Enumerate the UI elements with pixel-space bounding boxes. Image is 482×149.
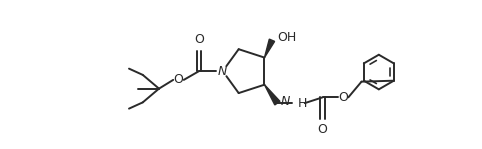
Polygon shape	[265, 85, 280, 105]
Text: O: O	[318, 123, 327, 136]
Text: N: N	[281, 95, 290, 108]
Polygon shape	[265, 39, 275, 58]
Text: OH: OH	[278, 31, 297, 44]
Text: H: H	[297, 97, 307, 110]
Text: O: O	[338, 91, 348, 104]
Text: O: O	[194, 33, 204, 46]
Text: O: O	[174, 73, 184, 86]
Text: N: N	[218, 65, 228, 78]
